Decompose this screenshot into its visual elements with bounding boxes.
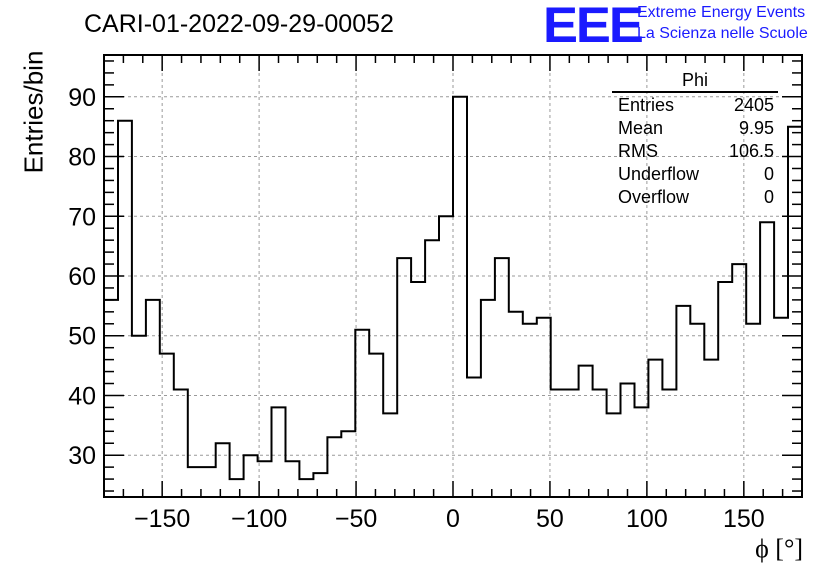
stats-row-rms: RMS 106.5 — [612, 139, 778, 162]
chart-title: CARI-01-2022-09-29-00052 — [84, 10, 394, 38]
stats-title: Phi — [612, 70, 778, 93]
stats-value: 9.95 — [738, 118, 774, 138]
stats-label: Overflow — [618, 187, 690, 207]
logo-line-1: Extreme Energy Events — [637, 4, 806, 21]
histogram-series-line — [104, 95, 802, 481]
stats-row-entries: Entries 2405 — [612, 93, 778, 116]
stats-label: Underflow — [618, 164, 700, 184]
x-tick-label: −100 — [231, 505, 287, 533]
stats-value: 0 — [763, 164, 774, 184]
logo-line-2: La Scienza nelle Scuole — [637, 25, 808, 42]
x-tick-label: −50 — [335, 505, 377, 533]
y-tick-label: 70 — [68, 203, 96, 231]
tick-labels: −150 −100 −50 0 50 100 150 30 40 50 60 70 80 90 — [68, 84, 765, 533]
stats-label: Mean — [618, 118, 664, 138]
plot-frame — [103, 54, 803, 498]
y-tick-label: 40 — [68, 382, 96, 410]
y-tick-label: 90 — [68, 84, 96, 112]
y-tick-label: 60 — [68, 263, 96, 291]
x-tick-label: 100 — [626, 505, 668, 533]
eee-logo: EEE — [543, 0, 644, 53]
x-tick-label: 150 — [723, 505, 765, 533]
x-axis-label: ϕ [°] — [755, 534, 803, 563]
y-tick-label: 30 — [68, 442, 96, 470]
stats-value: 0 — [763, 187, 774, 207]
stats-label: Entries — [618, 95, 675, 115]
axis-ticks — [103, 55, 803, 497]
stats-value: 2405 — [733, 95, 774, 115]
stats-label: RMS — [618, 141, 658, 161]
y-tick-label: 50 — [68, 323, 96, 351]
stats-row-mean: Mean 9.95 — [612, 116, 778, 139]
stats-row-overflow: Overflow 0 — [612, 185, 778, 208]
stats-value: 106.5 — [728, 141, 774, 161]
stats-row-underflow: Underflow 0 — [612, 162, 778, 185]
x-tick-label: 50 — [536, 505, 564, 533]
stats-box: Phi Entries 2405 Mean 9.95 RMS 106.5 Und… — [612, 70, 778, 208]
y-tick-label: 80 — [68, 144, 96, 172]
y-axis-label: Entries/bin — [18, 50, 49, 174]
x-tick-label: 0 — [446, 505, 460, 533]
x-tick-label: −150 — [134, 505, 190, 533]
